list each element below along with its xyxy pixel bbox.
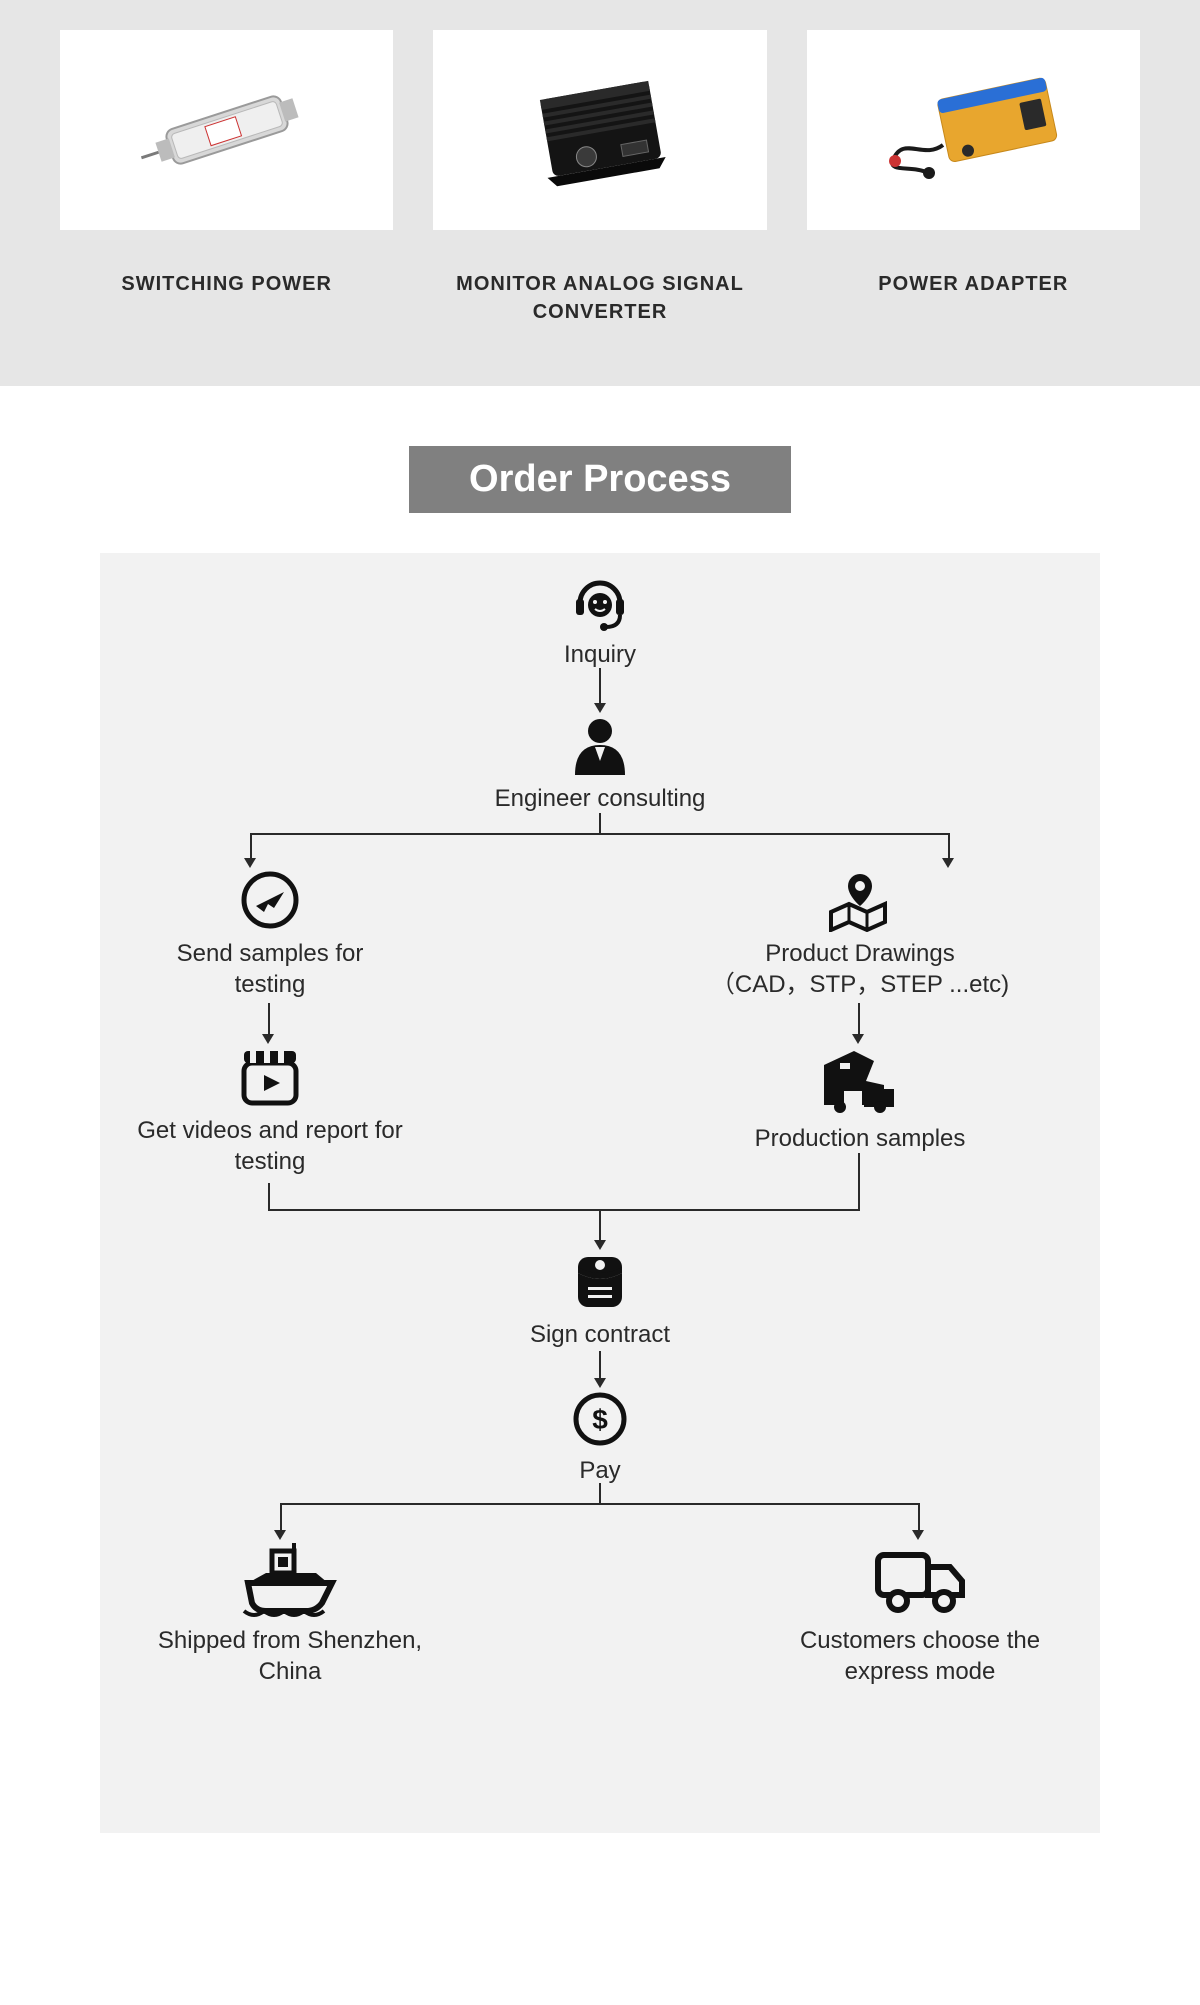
node-label: Send samples for testing — [140, 938, 400, 1000]
product-title: SWITCHING POWER — [60, 270, 393, 298]
truck-icon — [760, 1541, 1080, 1619]
arrow-icon — [594, 1378, 606, 1388]
node-express: Customers choose the express mode — [760, 1541, 1080, 1687]
connector — [268, 1209, 860, 1211]
node-label: Engineer consulting — [100, 783, 1100, 814]
node-contract: Sign contract — [100, 1251, 1100, 1350]
node-send-samples: Send samples for testing — [140, 868, 400, 1000]
section-title-wrap: Order Process — [0, 386, 1200, 553]
node-engineer: Engineer consulting — [100, 713, 1100, 814]
section-title: Order Process — [409, 446, 791, 513]
arrow-icon — [594, 1240, 606, 1250]
order-process-panel: Inquiry Engineer consulting Send samples… — [100, 553, 1100, 1833]
power-adapter-icon — [873, 65, 1073, 195]
connector — [250, 833, 252, 859]
product-title: MONITOR ANALOG SIGNAL CONVERTER — [433, 270, 766, 326]
node-label: Inquiry — [100, 639, 1100, 670]
arrow-icon — [942, 858, 954, 868]
arrow-icon — [262, 1034, 274, 1044]
node-label: Shipped from Shenzhen, China — [130, 1625, 450, 1687]
headset-icon — [100, 573, 1100, 633]
connector — [858, 1153, 860, 1209]
node-label: Sign contract — [100, 1319, 1100, 1350]
video-clapper-icon — [130, 1045, 410, 1109]
product-card-signal-converter: MONITOR ANALOG SIGNAL CONVERTER — [433, 30, 766, 326]
machine-icon — [720, 1045, 1000, 1117]
arrow-icon — [912, 1530, 924, 1540]
product-card-switching-power: SWITCHING POWER — [60, 30, 393, 326]
node-label: Product Drawings （CAD，STP，STEP ...etc) — [660, 938, 1060, 1000]
connector — [948, 833, 950, 859]
node-drawings: Product Drawings （CAD，STP，STEP ...etc) — [660, 868, 1060, 1000]
connector — [250, 833, 950, 835]
connector — [599, 1209, 601, 1241]
product-card-power-adapter: POWER ADAPTER — [807, 30, 1140, 326]
node-production: Production samples — [720, 1045, 1000, 1154]
arrow-icon — [594, 703, 606, 713]
person-icon — [100, 713, 1100, 777]
contract-icon — [100, 1251, 1100, 1313]
svg-text:$: $ — [592, 1404, 608, 1435]
product-title: POWER ADAPTER — [807, 270, 1140, 298]
node-shipped: Shipped from Shenzhen, China — [130, 1541, 450, 1687]
connector — [599, 813, 601, 833]
connector — [280, 1503, 920, 1505]
arrow-icon — [244, 858, 256, 868]
node-label: Get videos and report for testing — [130, 1115, 410, 1177]
products-section: SWITCHING POWER MONITOR ANALOG SIGNAL CO… — [0, 0, 1200, 386]
node-videos: Get videos and report for testing — [130, 1045, 410, 1177]
node-label: Pay — [100, 1455, 1100, 1486]
ship-icon — [130, 1541, 450, 1619]
product-image — [807, 30, 1140, 230]
node-label: Customers choose the express mode — [760, 1625, 1080, 1687]
connector — [918, 1503, 920, 1531]
arrow-icon — [852, 1034, 864, 1044]
connector — [858, 1003, 860, 1035]
connector — [268, 1183, 270, 1209]
arrow-icon — [274, 1530, 286, 1540]
connector — [280, 1503, 282, 1531]
connector — [268, 1003, 270, 1035]
node-label: Production samples — [720, 1123, 1000, 1154]
connector — [599, 1483, 601, 1503]
product-image — [60, 30, 393, 230]
connector — [599, 668, 601, 704]
node-inquiry: Inquiry — [100, 573, 1100, 670]
switching-power-icon — [137, 70, 317, 190]
connector — [599, 1351, 601, 1379]
airplane-circle-icon — [140, 868, 400, 932]
signal-converter-icon — [510, 60, 690, 200]
map-pin-icon — [660, 868, 1060, 932]
node-pay: $ Pay — [100, 1389, 1100, 1486]
dollar-circle-icon: $ — [100, 1389, 1100, 1449]
product-image — [433, 30, 766, 230]
